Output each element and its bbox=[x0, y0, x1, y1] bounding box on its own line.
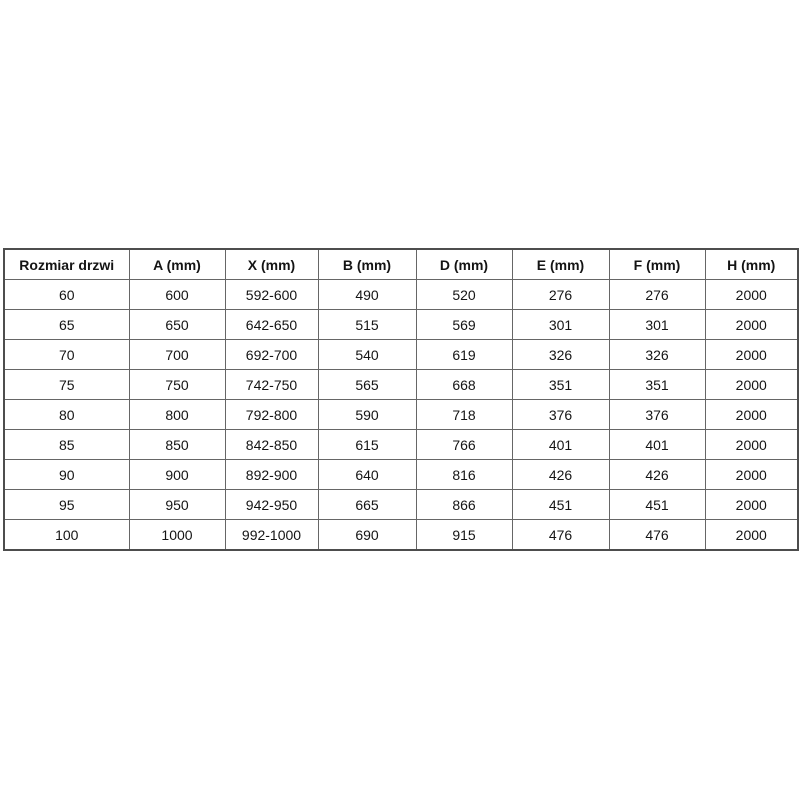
table-cell: 2000 bbox=[704, 429, 799, 460]
table-cell: 600 bbox=[128, 279, 226, 310]
table-cell: 276 bbox=[511, 279, 610, 310]
table-cell: 2000 bbox=[704, 489, 799, 520]
table-cell: 915 bbox=[415, 519, 513, 551]
table-cell: 85 bbox=[3, 429, 130, 460]
table-row: 85 850 842-850 615 766 401 401 2000 bbox=[3, 429, 799, 460]
table-cell: 619 bbox=[415, 339, 513, 370]
table-cell: 376 bbox=[511, 399, 610, 430]
table-cell: 451 bbox=[511, 489, 610, 520]
table-cell: 615 bbox=[317, 429, 417, 460]
table-body: 60 600 592-600 490 520 276 276 2000 65 650 642-650… bbox=[3, 279, 799, 551]
header-cell: X (mm) bbox=[224, 248, 319, 280]
table-row: 75 750 742-750 565 668 351 351 2000 bbox=[3, 369, 799, 400]
table-cell: 80 bbox=[3, 399, 130, 430]
table-cell: 850 bbox=[128, 429, 226, 460]
door-size-table: Rozmiar drzwi A (mm) X (mm) B (mm) D (mm) E (… bbox=[3, 248, 799, 551]
table-cell: 992-1000 bbox=[224, 519, 319, 551]
table-cell: 590 bbox=[317, 399, 417, 430]
table-row: 95 950 942-950 665 866 451 451 2000 bbox=[3, 489, 799, 520]
table-cell: 75 bbox=[3, 369, 130, 400]
header-cell: D (mm) bbox=[415, 248, 513, 280]
table-cell: 2000 bbox=[704, 399, 799, 430]
table-cell: 401 bbox=[608, 429, 706, 460]
table-cell: 569 bbox=[415, 309, 513, 340]
table-cell: 90 bbox=[3, 459, 130, 490]
table-cell: 2000 bbox=[704, 369, 799, 400]
table-cell: 401 bbox=[511, 429, 610, 460]
table-cell: 2000 bbox=[704, 519, 799, 551]
header-cell: A (mm) bbox=[128, 248, 226, 280]
table-cell: 866 bbox=[415, 489, 513, 520]
table-cell: 2000 bbox=[704, 279, 799, 310]
table-cell: 426 bbox=[511, 459, 610, 490]
table-cell: 792-800 bbox=[224, 399, 319, 430]
table-row: 100 1000 992-1000 690 915 476 476 2000 bbox=[3, 519, 799, 551]
table-header-row: Rozmiar drzwi A (mm) X (mm) B (mm) D (mm) E (… bbox=[3, 248, 799, 280]
table-cell: 540 bbox=[317, 339, 417, 370]
table-cell: 2000 bbox=[704, 339, 799, 370]
header-cell: E (mm) bbox=[511, 248, 610, 280]
table-cell: 301 bbox=[608, 309, 706, 340]
table-cell: 565 bbox=[317, 369, 417, 400]
table-cell: 65 bbox=[3, 309, 130, 340]
table-cell: 95 bbox=[3, 489, 130, 520]
table-cell: 326 bbox=[511, 339, 610, 370]
table-cell: 892-900 bbox=[224, 459, 319, 490]
table-cell: 690 bbox=[317, 519, 417, 551]
table-cell: 1000 bbox=[128, 519, 226, 551]
table-cell: 476 bbox=[511, 519, 610, 551]
table-row: 90 900 892-900 640 816 426 426 2000 bbox=[3, 459, 799, 490]
table-cell: 351 bbox=[608, 369, 706, 400]
table-cell: 642-650 bbox=[224, 309, 319, 340]
size-table-container: Rozmiar drzwi A (mm) X (mm) B (mm) D (mm) E (… bbox=[3, 248, 799, 551]
table-cell: 766 bbox=[415, 429, 513, 460]
table-row: 60 600 592-600 490 520 276 276 2000 bbox=[3, 279, 799, 310]
table-cell: 520 bbox=[415, 279, 513, 310]
table-cell: 942-950 bbox=[224, 489, 319, 520]
header-cell: Rozmiar drzwi bbox=[3, 248, 130, 280]
header-cell: F (mm) bbox=[608, 248, 706, 280]
table-row: 70 700 692-700 540 619 326 326 2000 bbox=[3, 339, 799, 370]
table-cell: 351 bbox=[511, 369, 610, 400]
table-row: 65 650 642-650 515 569 301 301 2000 bbox=[3, 309, 799, 340]
table-row: 80 800 792-800 590 718 376 376 2000 bbox=[3, 399, 799, 430]
table-cell: 376 bbox=[608, 399, 706, 430]
table-cell: 100 bbox=[3, 519, 130, 551]
table-cell: 426 bbox=[608, 459, 706, 490]
table-cell: 700 bbox=[128, 339, 226, 370]
table-cell: 842-850 bbox=[224, 429, 319, 460]
table-cell: 301 bbox=[511, 309, 610, 340]
table-cell: 70 bbox=[3, 339, 130, 370]
table-cell: 451 bbox=[608, 489, 706, 520]
table-cell: 950 bbox=[128, 489, 226, 520]
table-cell: 750 bbox=[128, 369, 226, 400]
table-cell: 668 bbox=[415, 369, 513, 400]
table-cell: 592-600 bbox=[224, 279, 319, 310]
table-cell: 742-750 bbox=[224, 369, 319, 400]
table-cell: 2000 bbox=[704, 459, 799, 490]
table-cell: 900 bbox=[128, 459, 226, 490]
table-cell: 800 bbox=[128, 399, 226, 430]
table-cell: 816 bbox=[415, 459, 513, 490]
table-cell: 60 bbox=[3, 279, 130, 310]
table-cell: 650 bbox=[128, 309, 226, 340]
table-cell: 326 bbox=[608, 339, 706, 370]
table-cell: 692-700 bbox=[224, 339, 319, 370]
table-cell: 476 bbox=[608, 519, 706, 551]
table-cell: 2000 bbox=[704, 309, 799, 340]
table-cell: 640 bbox=[317, 459, 417, 490]
table-cell: 665 bbox=[317, 489, 417, 520]
table-cell: 718 bbox=[415, 399, 513, 430]
table-cell: 515 bbox=[317, 309, 417, 340]
header-cell: B (mm) bbox=[317, 248, 417, 280]
table-cell: 490 bbox=[317, 279, 417, 310]
table-cell: 276 bbox=[608, 279, 706, 310]
header-cell: H (mm) bbox=[704, 248, 799, 280]
